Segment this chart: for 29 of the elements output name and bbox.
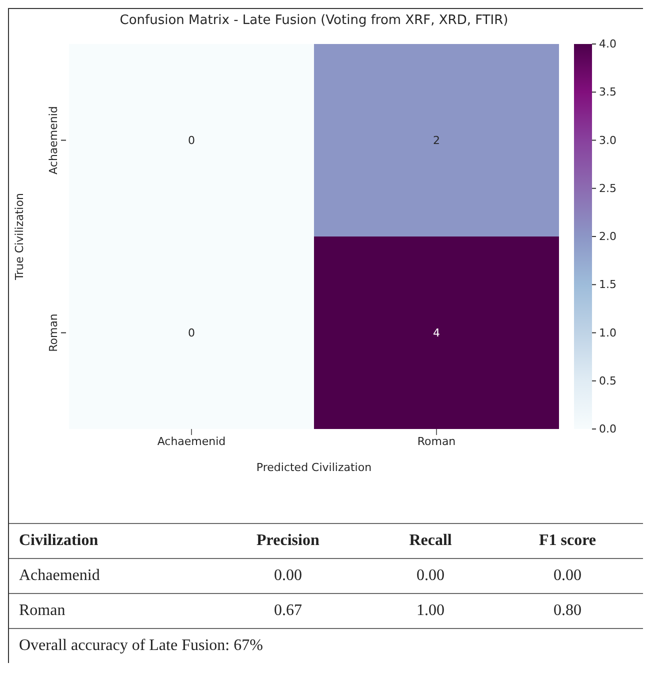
data-label: 4 (433, 326, 440, 340)
data-label: 0.00 (369, 558, 492, 594)
y-axis-title: True Civilization (12, 193, 26, 281)
text: Overall accuracy of Late Fusion: 67% (9, 628, 643, 663)
color-bar-label: 3.5 (599, 86, 616, 99)
text: F1 score (492, 524, 643, 558)
text: Civilization (9, 524, 207, 558)
color-bar-label: 2.0 (599, 230, 616, 243)
data-label: 0 (188, 326, 195, 340)
color-bar-label: 0.0 (599, 422, 616, 436)
x-axis-title: Predicted Civilization (256, 461, 372, 474)
data-label: 0.80 (492, 594, 643, 628)
data-label: 2 (433, 134, 440, 147)
text: Precision (206, 524, 370, 558)
chart-title: Confusion Matrix - Late Fusion (Voting from XRF, XRD, FTIR) (118, 13, 510, 28)
data-label: 0.00 (492, 558, 643, 594)
data-label: 0.67 (206, 594, 370, 628)
color-bar-label: 0.5 (599, 374, 616, 388)
color-bar-label: 2.5 (599, 182, 616, 195)
text: Recall (369, 524, 492, 558)
category-label: Achaemenid (9, 558, 207, 594)
data-label: 1.00 (369, 594, 492, 628)
category-label: Roman (9, 594, 207, 628)
color-bar-label: 1.0 (599, 326, 616, 340)
color-bar-label: 4.0 (599, 38, 616, 50)
color-bar-label: 1.5 (599, 278, 616, 292)
color-bar-label: 3.0 (599, 134, 616, 147)
data-label: 0 (188, 134, 195, 147)
data-label: 0.00 (206, 558, 370, 594)
